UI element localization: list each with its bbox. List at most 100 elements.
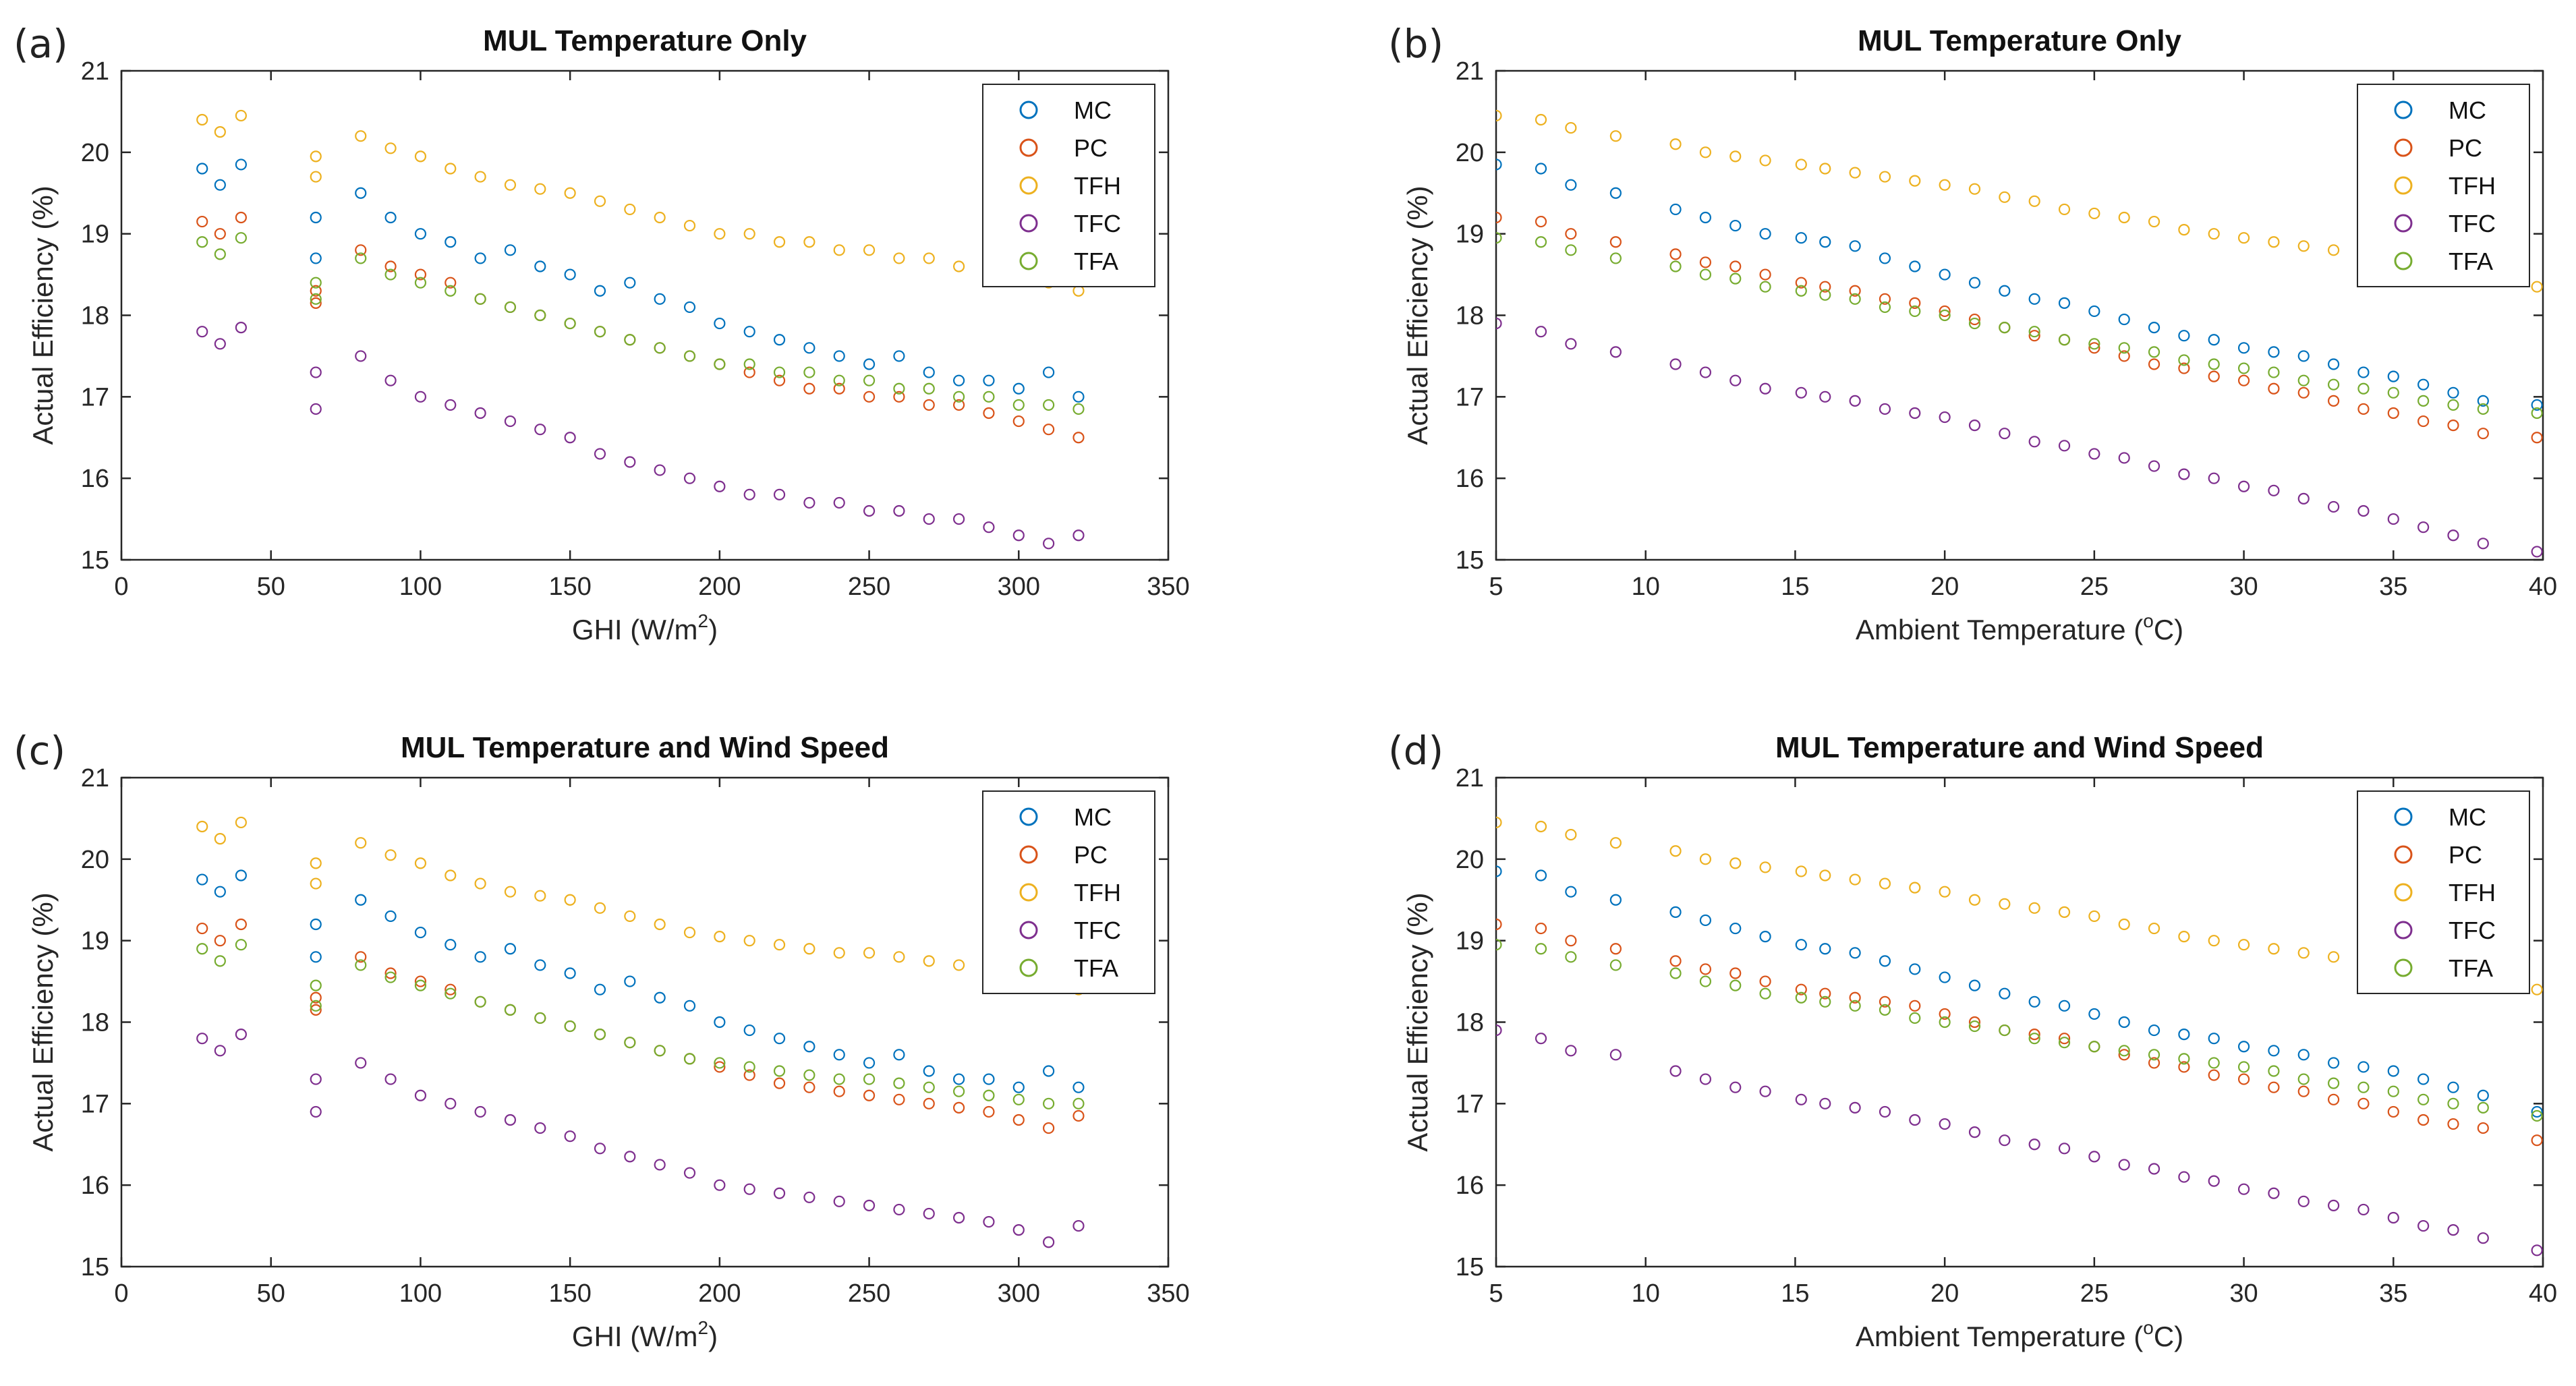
data-point-tfa xyxy=(2088,1041,2100,1053)
data-point-tfh xyxy=(1669,138,1682,150)
data-point-tfc xyxy=(2208,1175,2220,1187)
data-point-tfc xyxy=(564,432,576,444)
x-tick-label: 200 xyxy=(698,1279,741,1308)
data-point-tfc xyxy=(1909,1114,1921,1126)
data-point-tfh xyxy=(2058,203,2071,216)
data-point-tfa xyxy=(2268,1065,2280,1077)
data-point-tfh xyxy=(355,837,367,849)
data-point-pc xyxy=(2357,1097,2370,1109)
data-point-tfc xyxy=(564,1130,576,1143)
data-point-tfa xyxy=(445,987,457,1000)
data-point-mc xyxy=(1043,1065,1055,1077)
data-point-mc xyxy=(1999,987,2011,1000)
y-tick-label: 18 xyxy=(1456,1009,1484,1037)
data-point-tfa xyxy=(1496,232,1502,244)
data-point-mc xyxy=(564,967,576,979)
data-point-pc xyxy=(1496,918,1502,931)
y-tick-label: 15 xyxy=(81,546,109,575)
data-point-pc xyxy=(414,268,427,281)
data-point-mc xyxy=(863,1057,876,1069)
data-point-pc xyxy=(2447,1118,2459,1130)
data-point-pc xyxy=(743,366,755,378)
x-tick-label: 25 xyxy=(2080,573,2109,601)
legend-marker-pc xyxy=(2394,138,2413,157)
data-point-tfc xyxy=(1879,1105,1891,1118)
data-point-pc xyxy=(1819,987,1831,1000)
data-point-tfa xyxy=(2178,1053,2190,1065)
legend-marker-tfc xyxy=(1019,921,1038,940)
x-axis-label-main: Ambient Temperature ( xyxy=(1856,614,2143,645)
data-point-mc xyxy=(2237,342,2250,354)
data-point-mc xyxy=(534,260,546,272)
data-point-tfh xyxy=(1496,109,1502,122)
data-point-tfa xyxy=(2268,366,2280,378)
data-point-tfh xyxy=(1968,183,1981,195)
chart-panel-1: (a) MUL Temperature Only 0 50 100 150 200 250 30… xyxy=(13,21,1190,645)
data-point-tfa xyxy=(2477,1101,2489,1114)
data-point-tfh xyxy=(2058,906,2071,918)
data-point-pc xyxy=(1729,260,1742,272)
data-point-tfc xyxy=(893,504,905,517)
data-point-mc xyxy=(654,293,666,305)
data-point-pc xyxy=(2237,374,2250,386)
data-point-mc xyxy=(1669,906,1682,918)
data-point-pc xyxy=(863,391,876,403)
data-point-tfc xyxy=(310,366,322,378)
data-point-tfa xyxy=(2531,1109,2543,1122)
data-point-mc xyxy=(683,1000,696,1012)
x-axis-label-main: GHI (W/m xyxy=(572,1321,698,1352)
data-point-tfc xyxy=(384,374,397,386)
data-point-tfh xyxy=(310,171,322,183)
data-point-tfa xyxy=(683,1053,696,1065)
data-point-tfa xyxy=(534,1012,546,1024)
data-point-tfh xyxy=(310,857,322,869)
data-point-tfc xyxy=(1043,1236,1055,1248)
data-point-tfc xyxy=(1565,1045,1577,1057)
data-point-tfh xyxy=(952,260,965,272)
data-point-tfh xyxy=(1795,865,1807,877)
data-point-mc xyxy=(2118,1016,2130,1029)
data-point-mc xyxy=(2268,1045,2280,1057)
data-point-tfh xyxy=(564,894,576,906)
y-axis-label: Actual Efficiency (%) xyxy=(27,185,59,444)
data-point-pc xyxy=(893,391,905,403)
data-point-tfc xyxy=(474,1105,486,1118)
data-point-tfc xyxy=(714,1179,726,1191)
data-point-pc xyxy=(1968,313,1981,326)
data-point-pc xyxy=(1909,297,1921,309)
data-point-tfa xyxy=(1819,995,1831,1008)
legend-marker-tfa xyxy=(1019,958,1038,977)
data-point-pc xyxy=(1939,305,1951,318)
series-pc xyxy=(1496,918,2543,1147)
data-point-mc xyxy=(474,252,486,264)
data-point-tfh xyxy=(893,252,905,264)
x-tick-label: 30 xyxy=(2229,1279,2258,1308)
legend-marker-tfa xyxy=(1019,252,1038,270)
data-point-mc xyxy=(654,991,666,1004)
data-point-mc xyxy=(564,268,576,281)
data-point-tfa xyxy=(414,979,427,991)
data-point-tfc xyxy=(803,496,815,509)
data-point-tfa xyxy=(2088,338,2100,350)
data-point-tfc xyxy=(355,350,367,362)
data-point-tfa xyxy=(1535,236,1547,248)
data-point-tfa xyxy=(1879,301,1891,314)
data-point-tfh xyxy=(714,228,726,240)
data-point-pc xyxy=(952,399,965,411)
data-point-pc xyxy=(2357,403,2370,415)
data-point-tfa xyxy=(2148,346,2160,358)
x-tick-label: 30 xyxy=(2229,573,2258,601)
legend-label-tfh: TFH xyxy=(1074,879,1121,906)
data-point-tfh xyxy=(1535,820,1547,833)
data-point-pc xyxy=(773,1077,786,1089)
data-point-pc xyxy=(355,951,367,963)
data-point-pc xyxy=(923,1097,935,1109)
data-point-pc xyxy=(2237,1073,2250,1085)
data-point-tfc xyxy=(923,1207,935,1220)
data-point-tfh xyxy=(2208,935,2220,947)
data-point-tfc xyxy=(1939,1118,1951,1130)
data-point-pc xyxy=(2148,1057,2160,1069)
x-axis-label: GHI (W/m2) xyxy=(572,610,718,645)
data-point-tfh xyxy=(196,113,208,126)
data-point-mc xyxy=(863,358,876,370)
